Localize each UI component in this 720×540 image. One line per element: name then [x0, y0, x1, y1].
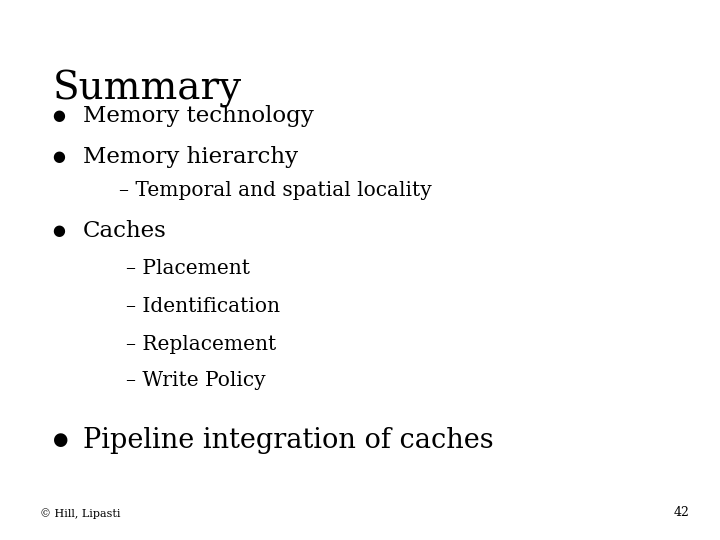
Text: Memory hierarchy: Memory hierarchy — [83, 146, 298, 167]
Text: ●: ● — [53, 224, 66, 238]
Text: Caches: Caches — [83, 220, 166, 242]
Text: – Write Policy: – Write Policy — [126, 371, 266, 390]
Text: Summary: Summary — [53, 70, 242, 108]
Text: Memory technology: Memory technology — [83, 105, 314, 127]
Text: © Hill, Lipasti: © Hill, Lipasti — [40, 509, 120, 519]
Text: 42: 42 — [674, 507, 690, 519]
Text: – Identification: – Identification — [126, 297, 280, 316]
Text: – Temporal and spatial locality: – Temporal and spatial locality — [119, 180, 431, 200]
Text: – Replacement: – Replacement — [126, 335, 276, 354]
Text: – Placement: – Placement — [126, 259, 250, 279]
Text: ●: ● — [53, 109, 66, 123]
Text: Pipeline integration of caches: Pipeline integration of caches — [83, 427, 493, 454]
Text: ●: ● — [53, 150, 66, 164]
Text: ●: ● — [53, 431, 68, 449]
